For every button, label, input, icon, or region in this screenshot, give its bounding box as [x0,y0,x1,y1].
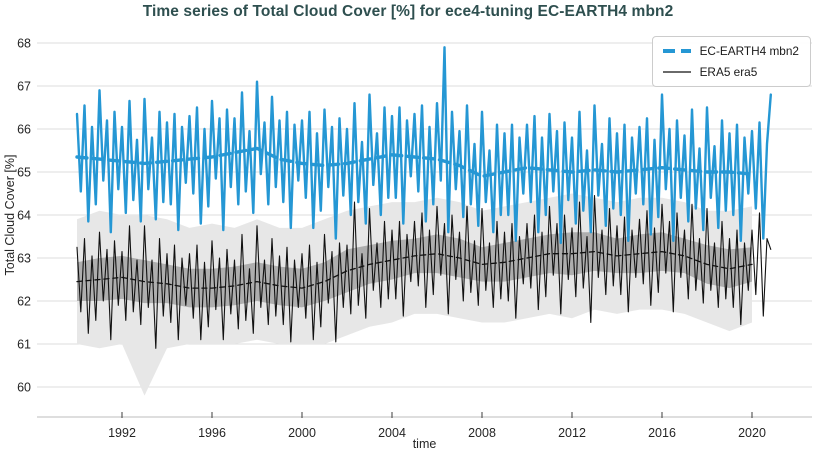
chart-title: Time series of Total Cloud Cover [%] for… [142,3,674,20]
y-tick-label-62: 62 [17,295,31,309]
x-tick-label-1992: 1992 [108,426,136,440]
x-tick-label-2012: 2012 [558,426,586,440]
y-tick-label-67: 67 [17,80,31,94]
y-axis-label: Total Cloud Cover [%] [3,154,17,276]
series-obs_monthly [76,195,772,349]
y-tick-label-66: 66 [17,123,31,137]
legend: EC-EARTH4 mbn2 ERA5 era5 [651,36,811,87]
x-tick-label-2004: 2004 [378,426,406,440]
legend-swatch-obs-line [662,71,691,73]
y-tick-label-63: 63 [17,252,31,266]
series-obs_trend [76,250,753,289]
series-model_trend [75,146,754,179]
band-era5-inner-range [77,232,752,308]
x-tick-label-2008: 2008 [468,426,496,440]
x-axis-label: time [412,437,437,451]
legend-label-obs: ERA5 era5 [699,65,758,79]
y-tick-label-60: 60 [17,381,31,395]
x-tick-label-2016: 2016 [648,426,676,440]
x-tick-label-2020: 2020 [738,426,766,440]
y-tick-label-65: 65 [17,166,31,180]
y-tick-label-61: 61 [17,338,31,352]
legend-label-model: EC-EARTH4 mbn2 [699,44,799,58]
legend-item-obs: ERA5 era5 [662,65,799,79]
x-tick-label-1996: 1996 [198,426,226,440]
series-model_monthly [75,46,772,245]
legend-swatch-model-line [662,49,691,53]
y-tick-label-64: 64 [17,209,31,223]
legend-item-model: EC-EARTH4 mbn2 [662,44,799,58]
x-tick-label-2000: 2000 [288,426,316,440]
y-tick-label-68: 68 [17,37,31,51]
